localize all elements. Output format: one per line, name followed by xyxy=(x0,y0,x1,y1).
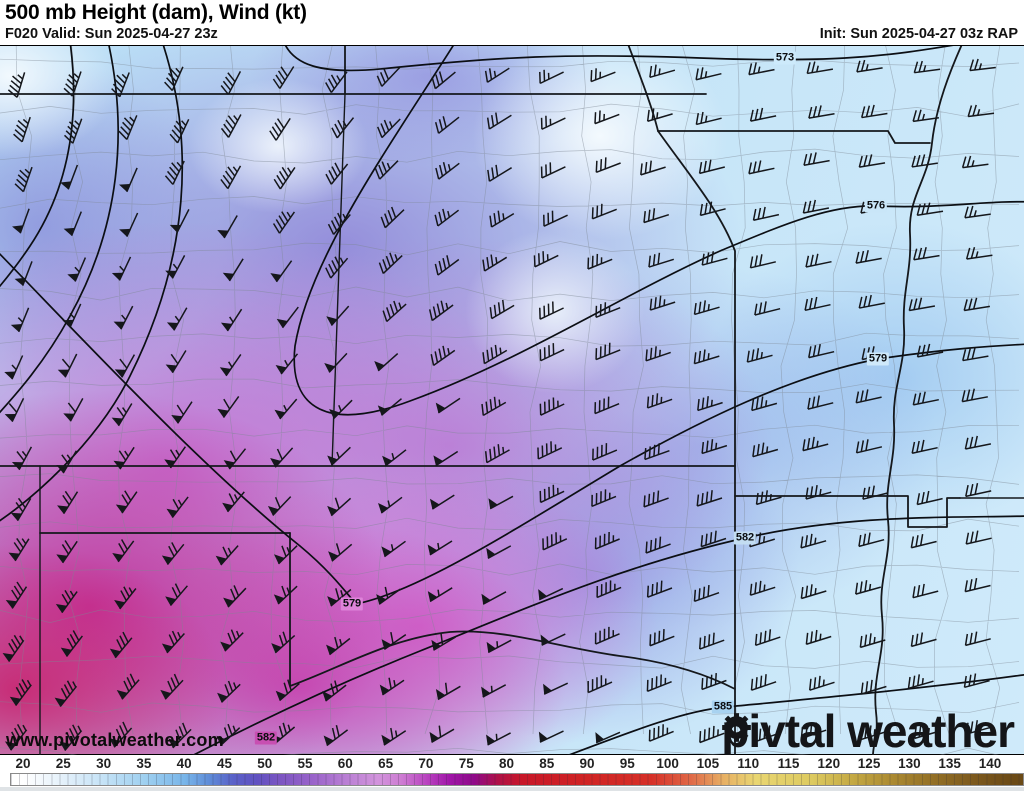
contour-label: 573 xyxy=(773,51,797,65)
wind-barbs-layer xyxy=(2,58,996,751)
colorbar-tick-label: 20 xyxy=(15,756,31,771)
colorbar-tick-label: 130 xyxy=(898,756,921,771)
contour-label: 576 xyxy=(864,199,888,213)
colorbar-gradient xyxy=(10,773,1024,786)
colorbar-footer-strip xyxy=(0,787,1024,791)
colorbar-tick-label: 40 xyxy=(176,756,192,771)
contour-label: 579 xyxy=(866,352,890,366)
colorbar-tick-label: 75 xyxy=(458,756,474,771)
init-time-text: Init: Sun 2025-04-27 03z RAP xyxy=(819,26,1018,42)
colorbar-tick-label: 85 xyxy=(539,756,555,771)
state-borders-layer xyxy=(0,46,1024,756)
colorbar-tick-label: 65 xyxy=(378,756,394,771)
colorbar-tick-label: 60 xyxy=(337,756,353,771)
header: 500 mb Height (dam), Wind (kt) F020 Vali… xyxy=(0,0,1024,45)
colorbar-tick-label: 95 xyxy=(619,756,635,771)
colorbar: 20 25 30 35 40 45 50 55 60 65 70 75 80 85 90 95 100 105 11… xyxy=(0,755,1024,791)
colorbar-tick-label: 100 xyxy=(656,756,679,771)
colorbar-tick-label: 45 xyxy=(216,756,232,771)
colorbar-tick-label: 135 xyxy=(938,756,961,771)
pivotal-weather-logo: piv tal weather xyxy=(721,705,1015,757)
watermark-url: www.pivotalweather.com xyxy=(6,730,224,750)
colorbar-tick-label: 105 xyxy=(696,756,720,771)
valid-time-text: F020 Valid: Sun 2025-04-27 23z xyxy=(5,26,218,42)
colorbar-tick-label: 30 xyxy=(96,756,112,771)
map-canvas: 573 576 579 582 585 579 582 www.pivotalweather… xyxy=(0,45,1024,757)
colorbar-tick-label: 115 xyxy=(777,756,800,771)
logo-text-right: tal weather xyxy=(784,705,1015,757)
county-borders-layer xyxy=(0,46,1020,756)
contour-label: 585 xyxy=(711,700,735,714)
colorbar-tick-label: 25 xyxy=(55,756,71,771)
contour-label: 579 xyxy=(340,597,364,611)
colorbar-tick-label: 70 xyxy=(418,756,434,771)
contour-label: 582 xyxy=(733,531,757,545)
colorbar-tick-labels: 20 25 30 35 40 45 50 55 60 65 70 75 80 85 90 95 100 105 11… xyxy=(0,755,1024,772)
page-title: 500 mb Height (dam), Wind (kt) xyxy=(5,1,307,24)
colorbar-tick-label: 35 xyxy=(136,756,152,771)
colorbar-tick-label: 125 xyxy=(857,756,881,771)
colorbar-tick-label: 55 xyxy=(297,756,313,771)
colorbar-tick-label: 50 xyxy=(257,756,273,771)
colorbar-tick-label: 140 xyxy=(978,756,1002,771)
colorbar-tick-label: 110 xyxy=(737,756,760,771)
colorbar-tick-label: 120 xyxy=(817,756,841,771)
contour-label: 582 xyxy=(254,731,278,745)
colorbar-tick-label: 80 xyxy=(498,756,514,771)
height-contours-layer xyxy=(0,46,1024,756)
colorbar-tick-label: 90 xyxy=(579,756,595,771)
logo-text-left: piv xyxy=(721,705,785,757)
